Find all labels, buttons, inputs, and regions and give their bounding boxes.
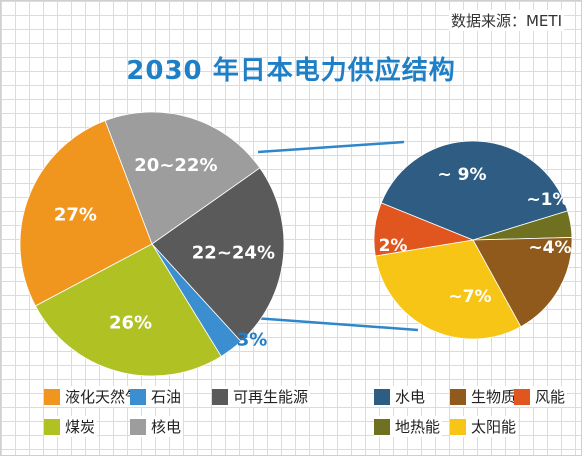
legend-swatch — [374, 418, 390, 435]
legend-item: 可再生能源 — [212, 386, 311, 407]
legend-item: 液化天然气 — [44, 386, 143, 407]
renewable-pie-slice-4 — [373, 202, 475, 257]
legend-label: 煤炭 — [65, 418, 96, 436]
legend-swatch — [514, 388, 530, 405]
legend-label: 液化天然气 — [65, 388, 141, 406]
legend-swatch — [44, 418, 60, 435]
legend-item: 煤炭 — [44, 416, 98, 437]
main-pie-slice-4 — [34, 243, 222, 377]
legend-swatch — [450, 418, 466, 435]
legend-item: 风能 — [514, 386, 568, 407]
renewable-pie-label-2: ~4% — [528, 238, 571, 258]
legend-swatch — [130, 388, 146, 405]
legend-swatch — [130, 418, 146, 435]
legend-item: 地热能 — [374, 416, 443, 437]
renewable-pie-slice-3 — [374, 239, 522, 340]
renewable-pie-label-0: ~ 9% — [437, 165, 486, 185]
legend-item: 水电 — [374, 386, 428, 407]
main-pie-slice-0 — [19, 120, 153, 307]
source-note: 数据来源：METI — [448, 10, 564, 31]
main-pie-label-1: 20~22% — [134, 155, 217, 176]
legend: 液化天然气 石油 可再生能源 水电 生物质能 风能 煤炭 核电 地热能 太阳能 — [44, 386, 582, 444]
legend-item: 核电 — [130, 416, 184, 437]
renewable-pie-slice-0 — [380, 140, 569, 241]
legend-swatch — [374, 388, 390, 405]
legend-label: 可再生能源 — [233, 388, 309, 406]
legend-label: 石油 — [151, 388, 182, 406]
chart-title: 2030 年日本电力供应结构 — [126, 56, 456, 86]
main-pie-label-3: 3% — [237, 330, 268, 351]
legend-label: 风能 — [535, 388, 566, 406]
renewable-pie-label-3: ~7% — [448, 287, 491, 307]
main-pie-label-4: 26% — [109, 313, 152, 334]
legend-swatch — [44, 388, 60, 405]
legend-label: 核电 — [151, 418, 182, 436]
renewable-pie-label-1: ~1% — [526, 190, 569, 210]
main-pie-label-0: 27% — [54, 205, 97, 226]
legend-swatch — [212, 388, 228, 405]
legend-item: 石油 — [130, 386, 184, 407]
connector-line-bottom — [253, 316, 419, 332]
connector-line-top — [257, 140, 405, 154]
renewable-pie-label-4: 2% — [379, 236, 408, 256]
main-pie-label-2: 22~24% — [192, 242, 275, 263]
renewable-pie-slice-2 — [472, 237, 573, 328]
legend-label: 水电 — [395, 388, 426, 406]
main-pie-slice-2 — [151, 167, 285, 343]
legend-swatch — [450, 388, 466, 405]
main-pie-slice-1 — [104, 111, 261, 245]
legend-label: 太阳能 — [471, 418, 517, 436]
legend-label: 地热能 — [395, 418, 441, 436]
legend-item: 太阳能 — [450, 416, 519, 437]
